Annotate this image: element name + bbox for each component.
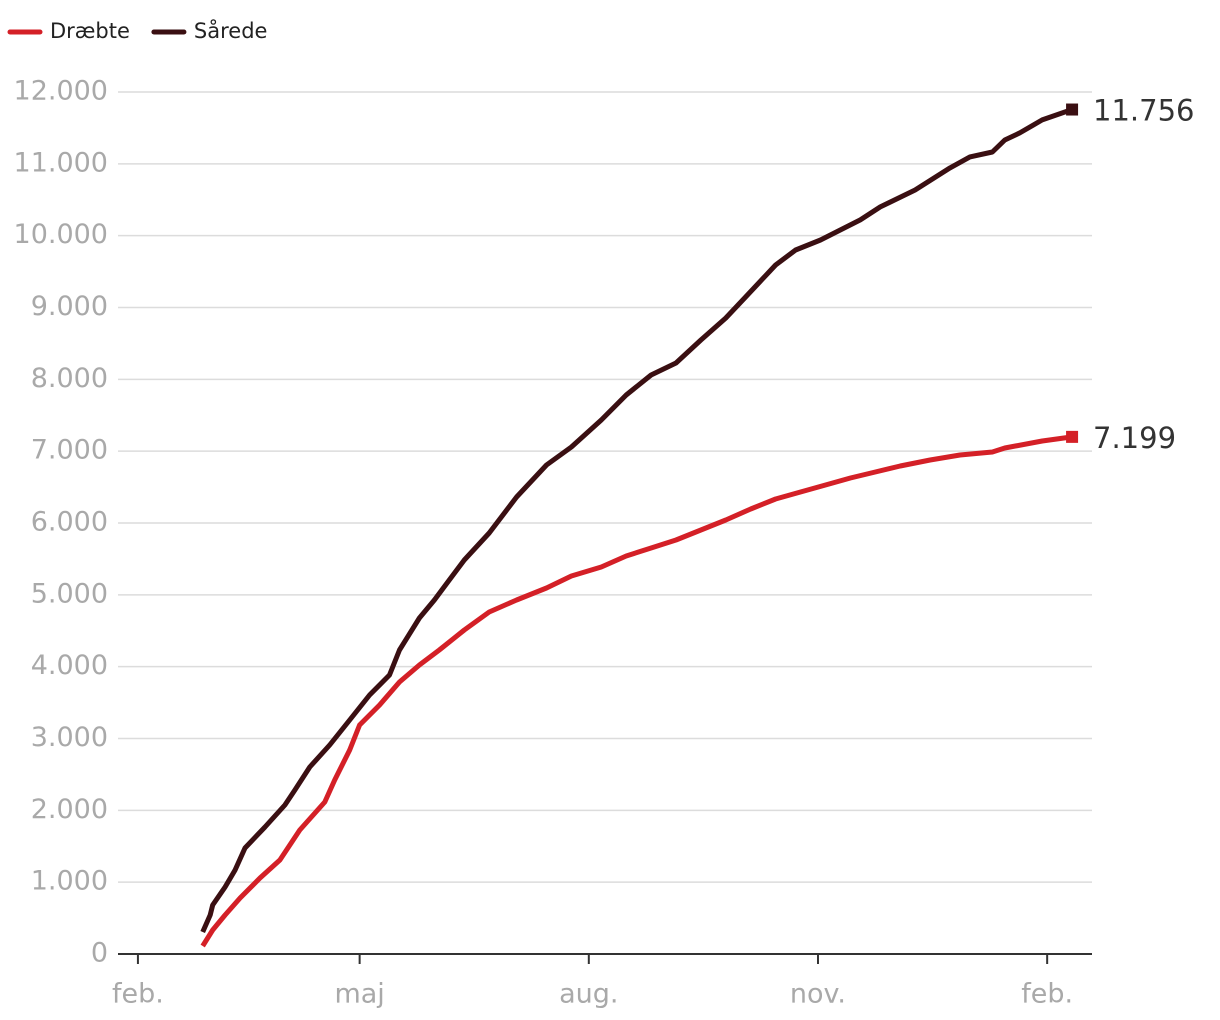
series-line [200,107,1073,934]
legend-label: Dræbte [50,19,130,43]
end-marker [1066,430,1079,443]
x-tick-label: aug. [559,979,618,1010]
series-line [200,434,1073,948]
y-tick-label: 2.000 [31,794,108,825]
end-label: 11.756 [1093,94,1194,128]
x-tick-label: feb. [1021,979,1073,1010]
y-tick-label: 12.000 [14,76,108,107]
y-tick-label: 9.000 [31,291,108,322]
y-tick-label: 10.000 [14,219,108,250]
x-tick-label: feb. [112,979,164,1010]
y-tick-label: 4.000 [31,650,108,681]
x-tick-label: nov. [790,979,846,1010]
end-marker [1066,103,1079,116]
y-tick-label: 11.000 [14,147,108,178]
x-tick-label: maj [334,979,384,1010]
y-tick-label: 3.000 [31,722,108,753]
y-tick-label: 5.000 [31,578,108,609]
y-tick-label: 6.000 [31,507,108,538]
y-tick-label: 1.000 [31,866,108,897]
legend-label: Sårede [194,18,268,43]
y-tick-label: 8.000 [31,363,108,394]
end-label: 7.199 [1093,421,1176,455]
y-tick-label: 7.000 [31,435,108,466]
y-tick-label: 0 [91,938,108,969]
